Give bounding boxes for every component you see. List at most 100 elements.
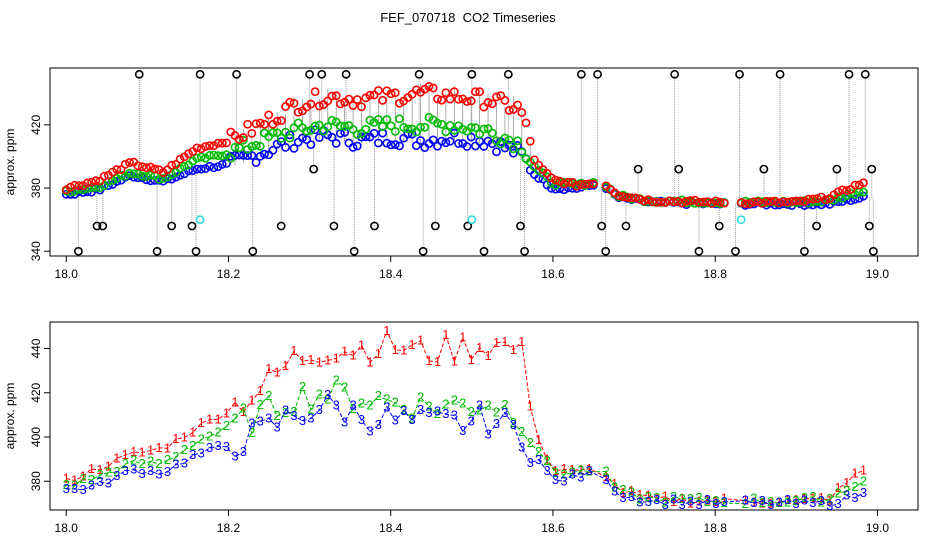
data-point-series2 [517,147,527,157]
data-point-series2 [104,176,113,186]
data-point-series2 [247,142,257,151]
data-point-series2 [395,114,404,124]
data-point-black [167,221,177,231]
series-marker-3: 3 [265,410,272,425]
data-point-series2 [382,115,392,124]
series-marker-3: 3 [290,408,297,423]
data-point-black [479,246,489,256]
series-marker-1: 1 [172,431,179,446]
data-point-series2 [209,150,219,160]
series-marker-1: 1 [358,337,365,352]
data-point-series2 [234,143,244,153]
series-marker-1: 1 [459,329,466,344]
data-point-series1 [449,87,459,97]
series-marker-3: 3 [510,417,517,432]
data-point-series3 [188,166,198,175]
series-marker-1: 1 [535,432,542,447]
series-marker-2: 2 [189,438,196,453]
data-point-series3 [471,141,480,151]
data-point-series3 [268,145,278,155]
series-marker-1: 1 [451,354,458,369]
data-point-series2 [500,133,510,143]
series-marker-3: 3 [535,452,542,467]
data-point-series2 [272,128,282,138]
series-marker-1: 1 [139,445,146,460]
series-marker-2: 2 [155,456,162,471]
series-marker-3: 3 [333,398,340,413]
data-point-series2 [268,128,278,137]
series-marker-3: 3 [130,462,137,477]
data-point-black [516,221,525,231]
series-marker-2: 2 [274,408,281,423]
data-point-series1 [635,194,645,204]
plot-frame [49,321,919,511]
data-point-series2 [361,124,371,134]
series-marker-2: 2 [105,465,112,480]
series-marker-1: 1 [434,354,441,369]
series-marker-1: 1 [826,493,833,508]
data-point-series1 [133,161,143,171]
series-marker-1: 1 [79,468,86,483]
data-point-series1 [336,99,345,109]
data-point-series2 [226,153,236,163]
series-marker-3: 3 [759,493,766,508]
series-marker-3: 3 [240,444,247,459]
series-marker-1: 1 [645,487,652,502]
series-marker-3: 3 [63,481,70,496]
data-point-series3 [289,143,299,153]
data-point-series3 [112,176,122,186]
x-tick-label: 18.6 [541,267,565,281]
data-point-series2 [352,130,362,139]
series-marker-2: 2 [750,491,757,506]
data-point-series1 [677,198,687,208]
data-point-black [152,246,162,256]
series-marker-1: 1 [611,476,618,491]
series-marker-1: 1 [776,494,783,509]
data-point-series2 [504,135,514,145]
data-point-series1 [745,199,754,208]
data-point-series1 [314,101,324,111]
data-point-series2 [125,168,134,178]
series-marker-1: 1 [552,463,559,478]
data-point-series1 [492,92,501,102]
data-point-series1 [365,90,375,100]
data-point-series3 [479,142,489,151]
data-point-series2 [314,120,324,130]
series-marker-1: 1 [223,405,230,420]
data-point-series1 [711,196,721,206]
data-point-series3 [281,142,290,152]
series-marker-1: 1 [113,450,120,465]
series-marker-3: 3 [704,492,711,507]
series-marker-3: 3 [231,449,238,464]
x-tick-label: 18.2 [217,521,241,535]
series-marker-1: 1 [468,352,475,367]
data-point-series1 [513,100,522,110]
data-point-series1 [247,129,257,138]
series-marker-2: 2 [248,425,255,440]
data-point-series3 [205,161,215,171]
data-point-series3 [348,143,358,152]
data-point-series1 [281,102,290,111]
series-marker-1: 1 [366,354,373,369]
data-point-series1 [348,101,358,110]
series-marker-2: 2 [695,490,702,505]
data-point-series3 [104,181,113,190]
series-marker-2: 2 [257,397,264,412]
data-point-series1 [255,118,265,128]
data-point-series1 [285,97,295,107]
data-point-series2 [441,127,451,137]
series-marker-1: 1 [843,475,850,490]
data-point-series3 [306,140,316,149]
data-point-series3 [243,151,253,161]
data-point-black [92,221,102,231]
series-marker-1: 1 [383,323,390,338]
data-point-series3 [386,140,396,150]
data-point-series3 [508,148,518,158]
series-marker-3: 3 [695,497,702,512]
data-point-series1 [217,138,227,148]
data-point-series2 [365,115,375,125]
data-point-black [674,164,684,174]
series-marker-3: 3 [484,426,491,441]
series-marker-1: 1 [860,463,867,478]
data-point-series2 [403,124,413,134]
